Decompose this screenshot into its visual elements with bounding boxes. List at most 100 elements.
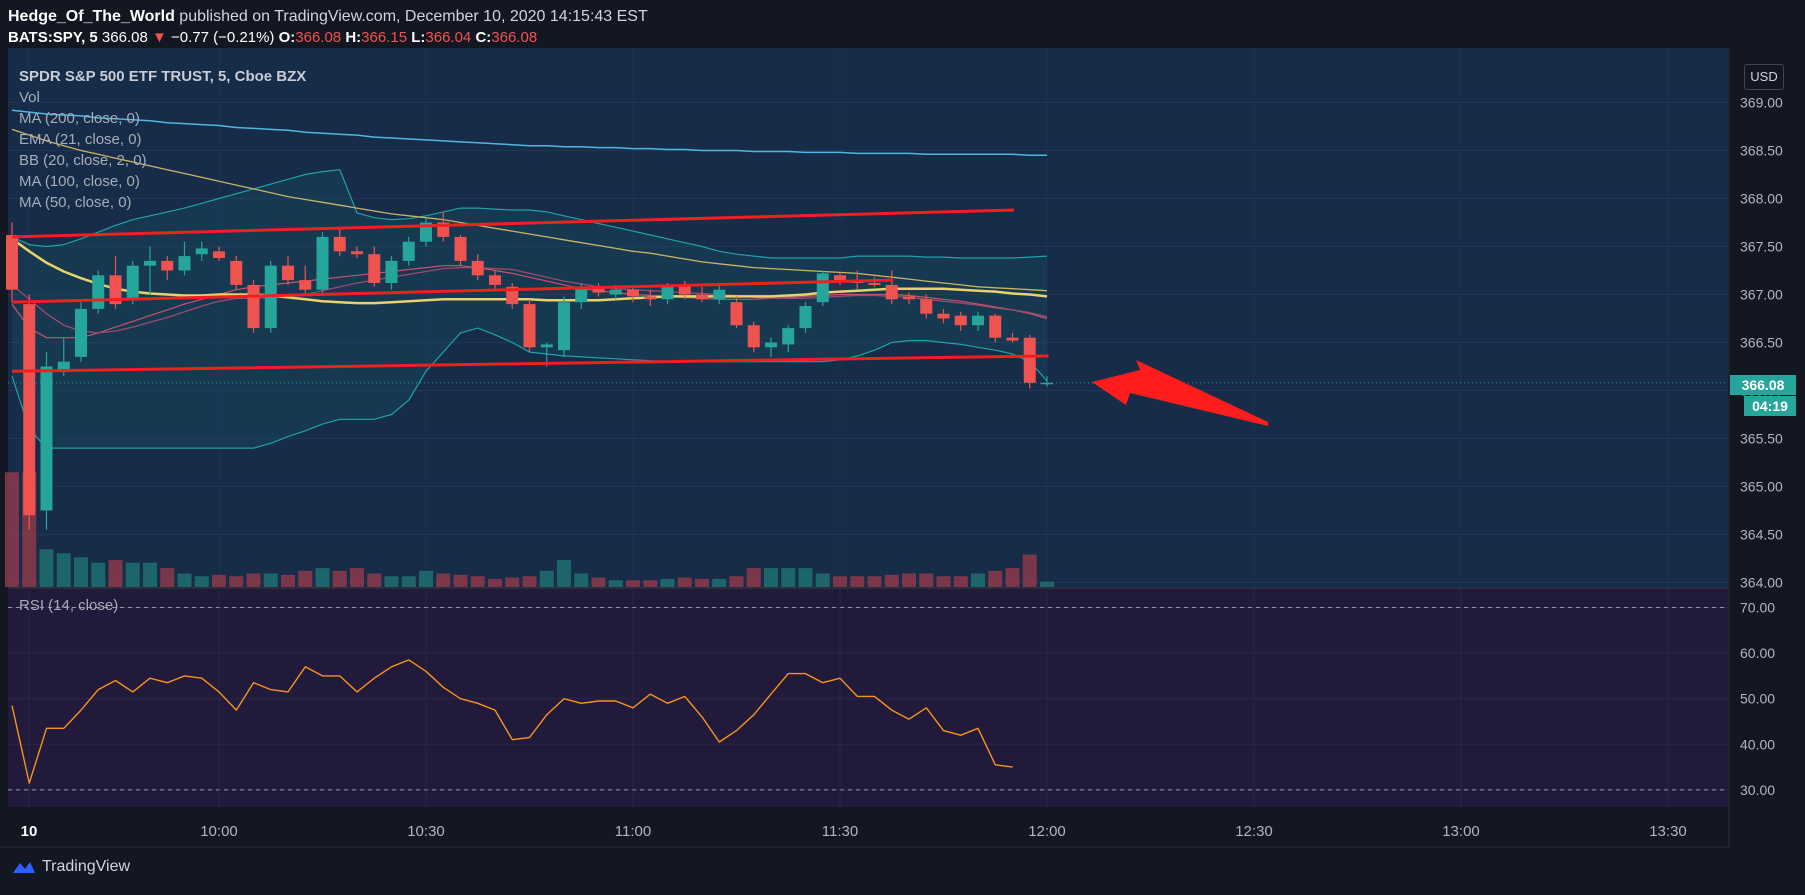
volume-bar	[384, 576, 399, 587]
volume-bar	[91, 562, 106, 587]
high-label: H:	[345, 29, 362, 46]
bb-upper-line	[11, 169, 1048, 259]
volume-bar	[263, 573, 278, 587]
low-label: L:	[411, 29, 426, 46]
legend-item-ma100[interactable]: MA (100, close, 0)	[19, 173, 140, 190]
legend-item-ma50[interactable]: MA (50, close, 0)	[19, 194, 132, 211]
volume-bar	[574, 573, 589, 587]
candle-body	[782, 328, 795, 345]
publish-info: published on TradingView.com, December 1…	[179, 8, 648, 25]
time-tick-label: 10:00	[200, 823, 238, 840]
candle-body	[178, 256, 191, 271]
volume-bar	[1040, 581, 1054, 587]
volume-bar	[1005, 568, 1020, 587]
price-tick-label: 364.00	[1740, 575, 1783, 591]
volume-bar	[867, 576, 882, 587]
price-tick-label: 368.50	[1740, 143, 1783, 159]
bar-countdown-tag: 04:19	[1744, 396, 1796, 416]
ma100-line	[11, 128, 1048, 292]
volume-bar	[712, 578, 727, 587]
time-tick-label: 10:30	[407, 823, 445, 840]
candle-body	[316, 236, 329, 290]
candle-body	[868, 282, 881, 285]
candle-body	[1041, 382, 1053, 385]
price-tick-label: 368.00	[1740, 191, 1783, 207]
volume-bar	[281, 574, 295, 587]
candle-body	[834, 275, 846, 281]
volume-bar	[56, 553, 71, 587]
last-price: 366.08	[101, 29, 148, 46]
price-tick-label: 367.50	[1740, 239, 1783, 255]
volume-bar	[591, 577, 606, 587]
publish-header: Hedge_Of_The_World published on TradingV…	[8, 6, 648, 28]
candle-body	[713, 289, 726, 300]
candle-body	[402, 241, 415, 261]
volume-bar	[160, 568, 175, 587]
volume-bar	[194, 576, 209, 587]
price-tick-label: 365.50	[1740, 431, 1783, 447]
price-tick-label: 365.00	[1740, 479, 1783, 495]
candle-body	[385, 260, 398, 283]
currency-button[interactable]: USD	[1744, 64, 1784, 90]
legend-item-bb[interactable]: BB (20, close, 2, 0)	[19, 152, 147, 169]
volume-bar	[212, 574, 226, 587]
legend-item-ema21[interactable]: EMA (21, close, 0)	[19, 131, 142, 148]
candle-body	[765, 342, 777, 348]
candle-body	[730, 302, 743, 326]
ma200-line	[11, 109, 1047, 157]
volume-bar	[453, 574, 468, 587]
volume-bar	[936, 576, 951, 587]
candle-body	[195, 248, 208, 255]
price-tick-label: 366.50	[1740, 335, 1783, 351]
legend-title[interactable]: SPDR S&P 500 ETF TRUST, 5, Cboe BZX	[19, 68, 307, 85]
legend-item-vol[interactable]: Vol	[19, 89, 40, 106]
candle-body	[609, 289, 622, 295]
volume-bar	[177, 573, 192, 587]
volume-bar	[608, 580, 623, 587]
candle-body	[799, 306, 812, 329]
candle-body	[903, 296, 915, 300]
candle-body	[57, 361, 70, 372]
volume-bar	[729, 576, 744, 587]
footer-brand[interactable]: TradingView	[12, 858, 130, 876]
volume-bar	[746, 568, 761, 587]
candle-body	[161, 260, 174, 271]
close-label: C:	[475, 29, 492, 46]
brand-name: TradingView	[42, 858, 131, 875]
close-value: 366.08	[491, 29, 538, 46]
candle-body	[592, 286, 605, 293]
volume-bar	[39, 549, 54, 587]
price-pane	[8, 48, 1728, 587]
volume-bar	[850, 576, 865, 587]
candle-body	[885, 284, 898, 300]
candle-body	[696, 294, 708, 300]
indicator-legend: SPDR S&P 500 ETF TRUST, 5, Cboe BZX Vol …	[19, 66, 306, 213]
volume-bar	[419, 570, 433, 587]
candle-body	[109, 275, 122, 305]
volume-bar	[1022, 554, 1037, 587]
bb-basis-line	[11, 265, 1048, 339]
candle-body	[989, 315, 1002, 338]
volume-bar	[470, 576, 485, 587]
rsi-legend[interactable]: RSI (14, close)	[19, 597, 119, 614]
candle-body	[644, 296, 657, 300]
down-arrow-icon: ▼	[151, 29, 167, 46]
volume-bar	[902, 573, 916, 587]
volume-bar	[401, 576, 416, 587]
rsi-tick-label: 30.00	[1740, 782, 1775, 798]
candle-body	[747, 325, 760, 348]
legend-item-ma200[interactable]: MA (200, close, 0)	[19, 110, 140, 127]
volume-bar	[695, 578, 709, 587]
volume-bar	[505, 577, 520, 587]
volume-bar	[660, 578, 675, 587]
candle-body	[523, 304, 536, 348]
volume-bar	[764, 568, 778, 587]
price-tick-label: 369.00	[1740, 95, 1783, 111]
volume-bar	[833, 576, 847, 587]
high-value: 366.15	[361, 29, 408, 46]
volume-bar	[884, 574, 899, 587]
author-name[interactable]: Hedge_Of_The_World	[8, 8, 175, 25]
volume-bar	[5, 472, 19, 587]
candle-body	[627, 289, 639, 297]
